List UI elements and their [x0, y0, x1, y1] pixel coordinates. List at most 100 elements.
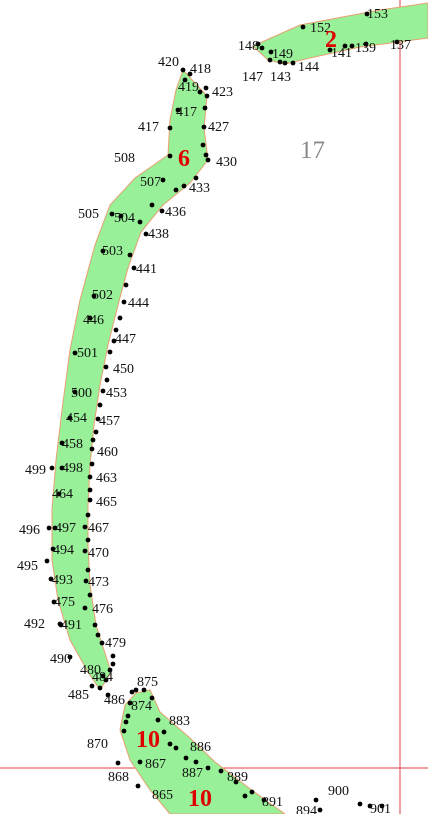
point-label: 458 — [62, 437, 83, 452]
survey-point — [93, 429, 99, 435]
survey-point — [277, 59, 283, 65]
survey-point — [357, 801, 363, 807]
survey-point — [349, 43, 355, 49]
survey-point — [48, 576, 54, 582]
survey-point — [167, 125, 173, 131]
point-label: 500 — [71, 386, 92, 401]
point-label: 889 — [227, 770, 248, 785]
point-label: 141 — [331, 46, 352, 61]
survey-point — [97, 402, 103, 408]
point-labels: 153 152 148 149 141 139 137 147 143 144 420 418 419 4… — [17, 7, 411, 814]
point-label: 486 — [104, 693, 125, 708]
survey-point — [205, 765, 211, 771]
survey-point — [100, 388, 106, 394]
survey-point — [197, 89, 203, 95]
survey-point — [233, 779, 239, 785]
survey-point — [203, 152, 209, 158]
survey-point — [95, 632, 101, 638]
survey-point — [87, 592, 93, 598]
survey-point — [173, 745, 179, 751]
survey-point — [97, 685, 103, 691]
survey-point — [87, 497, 93, 503]
survey-point — [175, 107, 181, 113]
survey-point — [182, 77, 188, 83]
survey-point — [167, 153, 173, 159]
point-label: 865 — [152, 788, 173, 803]
survey-point — [131, 265, 137, 271]
survey-point — [123, 719, 129, 725]
survey-point — [183, 755, 189, 761]
survey-point — [200, 142, 206, 148]
survey-point — [193, 759, 199, 765]
survey-point — [137, 219, 143, 225]
survey-point — [379, 803, 385, 809]
point-label: 883 — [169, 714, 190, 729]
survey-point — [282, 60, 288, 66]
point-label: 139 — [355, 41, 376, 56]
point-label: 886 — [190, 740, 211, 755]
point-label: 498 — [62, 461, 83, 476]
survey-point — [218, 768, 224, 774]
survey-point — [113, 327, 119, 333]
point-label: 508 — [114, 151, 135, 166]
survey-point — [83, 578, 89, 584]
survey-point — [59, 465, 65, 471]
point-label: 467 — [88, 521, 109, 536]
parcel-strip-10 — [119, 689, 286, 814]
survey-point — [95, 416, 101, 422]
point-label: 494 — [53, 543, 74, 558]
survey-point — [56, 491, 62, 497]
survey-point — [50, 546, 56, 552]
point-label: 503 — [102, 244, 123, 259]
survey-points — [44, 11, 400, 813]
survey-point — [103, 677, 109, 683]
survey-point — [394, 39, 400, 45]
parcel-label-10-upper: 10 — [136, 727, 160, 753]
survey-point — [89, 461, 95, 467]
survey-point — [118, 213, 124, 219]
survey-point — [110, 653, 116, 659]
survey-point — [92, 622, 98, 628]
survey-point — [89, 683, 95, 689]
point-label: 446 — [83, 313, 104, 328]
survey-point — [44, 558, 50, 564]
point-label: 465 — [96, 495, 117, 510]
point-label: 868 — [108, 770, 129, 785]
survey-point — [67, 415, 73, 421]
survey-point — [67, 654, 73, 660]
parcel-label-10-lower: 10 — [188, 786, 212, 812]
parcel-strip-6 — [51, 69, 209, 691]
survey-point — [261, 797, 267, 803]
survey-point — [82, 524, 88, 530]
point-label: 417 — [176, 105, 197, 120]
point-label: 464 — [52, 487, 73, 502]
point-label: 894 — [296, 804, 317, 814]
point-label: 887 — [182, 766, 203, 781]
survey-point — [127, 252, 133, 258]
survey-point — [161, 729, 167, 735]
point-label: 891 — [262, 795, 283, 810]
point-label: 484 — [92, 670, 113, 685]
survey-point — [110, 661, 116, 667]
point-label: 492 — [24, 617, 45, 632]
survey-point — [363, 41, 369, 47]
point-label: 480 — [80, 663, 101, 678]
point-label: 143 — [270, 70, 291, 85]
survey-point — [82, 548, 88, 554]
survey-point — [204, 93, 210, 99]
point-label: 418 — [190, 62, 211, 77]
point-label: 870 — [87, 737, 108, 752]
survey-point — [143, 231, 149, 237]
survey-point — [300, 24, 306, 30]
point-label: 444 — [128, 296, 149, 311]
survey-point — [87, 474, 93, 480]
point-label: 423 — [212, 85, 233, 100]
survey-point — [121, 728, 127, 734]
point-label: 436 — [165, 205, 186, 220]
point-label: 875 — [137, 675, 158, 690]
survey-point — [205, 157, 211, 163]
point-label: 496 — [19, 523, 40, 538]
point-label: 505 — [78, 207, 99, 222]
survey-point — [105, 692, 111, 698]
